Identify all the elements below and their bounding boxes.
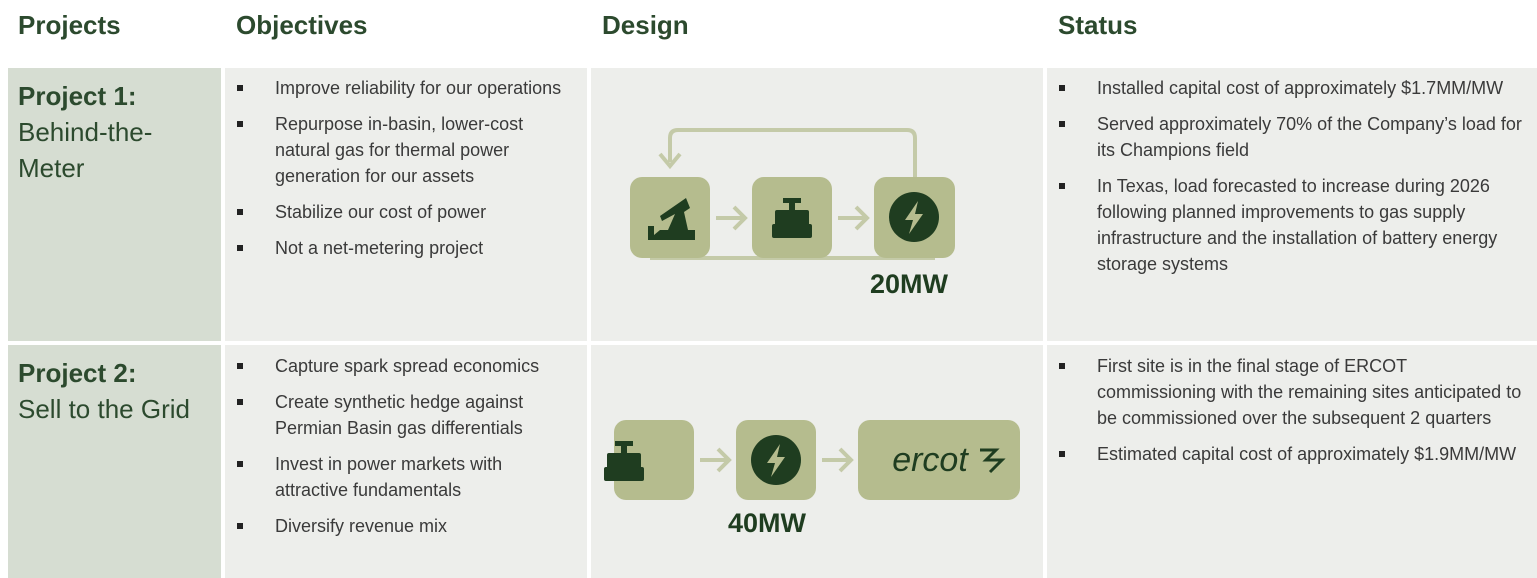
cell bbox=[225, 68, 587, 341]
status: First site is in the final stage of ERCO… bbox=[1047, 353, 1527, 477]
cell bbox=[8, 345, 221, 578]
objectives: Improve reliability for our operations Re… bbox=[225, 75, 575, 271]
header: Status bbox=[1058, 10, 1138, 40]
bullet-item: Not a net-metering project bbox=[225, 235, 575, 261]
cell bbox=[1047, 68, 1537, 341]
bullet-item: Diversify revenue mix bbox=[225, 513, 575, 539]
project-name: Behind-the-Meter bbox=[18, 117, 153, 183]
project-number: Project 1: bbox=[18, 81, 137, 111]
bullet-item: Served approximately 70% of the Company’… bbox=[1047, 111, 1527, 163]
bullet-item: Installed capital cost of approximately … bbox=[1047, 75, 1527, 101]
bullet-item: Create synthetic hedge against Permian B… bbox=[225, 389, 575, 441]
objectives: Capture spark spread economics Create syn… bbox=[225, 353, 575, 549]
ercot-logo: ercot bbox=[892, 441, 969, 479]
capacity: 40MW bbox=[728, 508, 807, 538]
project-label: Project 1: Behind-the-Meter bbox=[18, 78, 208, 186]
project-number: Project 2: bbox=[18, 358, 137, 388]
bullet-item: Capture spark spread economics bbox=[225, 353, 575, 379]
bullet-item: Invest in power markets with attractive … bbox=[225, 451, 575, 503]
status: Installed capital cost of approximately … bbox=[1047, 75, 1527, 287]
bullet-item: Stabilize our cost of power bbox=[225, 199, 575, 225]
header: Design bbox=[602, 10, 689, 40]
project-label: Project 2: Sell to the Grid bbox=[18, 355, 208, 427]
cell bbox=[1047, 345, 1537, 578]
cell bbox=[8, 68, 221, 341]
project-name: Sell to the Grid bbox=[18, 394, 190, 424]
bullet-item: In Texas, load forecasted to increase du… bbox=[1047, 173, 1527, 277]
header: Projects bbox=[18, 10, 121, 40]
bullet-item: Repurpose in-basin, lower-cost natural g… bbox=[225, 111, 575, 189]
bullet-item: First site is in the final stage of ERCO… bbox=[1047, 353, 1527, 431]
capacity: 20MW bbox=[870, 269, 949, 299]
header: Objectives bbox=[236, 10, 368, 40]
cell bbox=[225, 345, 587, 578]
bullet-item: Improve reliability for our operations bbox=[225, 75, 575, 101]
bullet-item: Estimated capital cost of approximately … bbox=[1047, 441, 1527, 467]
